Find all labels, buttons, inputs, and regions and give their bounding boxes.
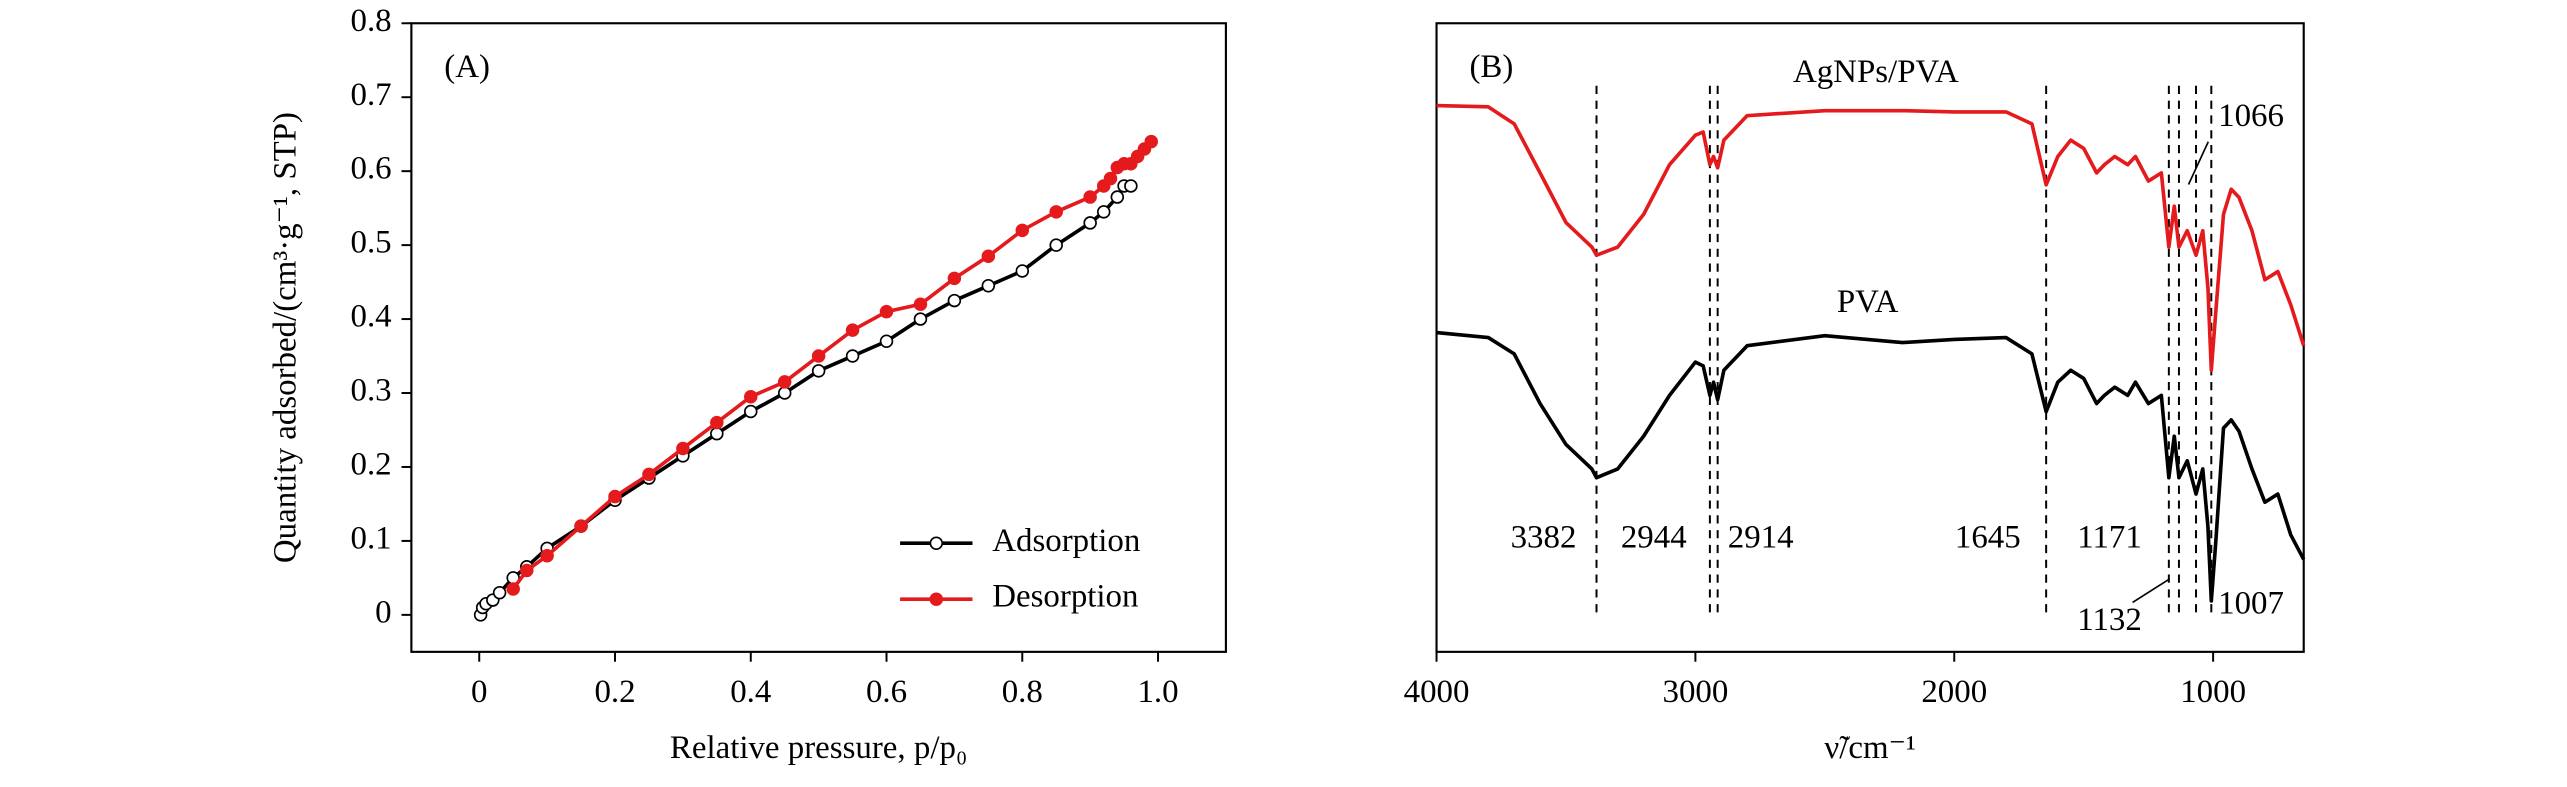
peak-label: 1007 xyxy=(2218,585,2284,621)
series-line xyxy=(1436,330,2306,603)
data-point xyxy=(710,415,724,430)
x-axis-label: Relative pressure, p/p₀ xyxy=(670,730,968,766)
x-tick-label: 2000 xyxy=(1921,674,1987,710)
data-point xyxy=(777,386,792,400)
plot-frame xyxy=(1435,22,2305,653)
data-point xyxy=(879,304,894,319)
data-point xyxy=(845,349,860,363)
peak-label: 2944 xyxy=(1621,519,1687,555)
peak-leader xyxy=(2187,141,2210,185)
data-point xyxy=(1110,160,1125,175)
data-point xyxy=(947,293,962,308)
peak-label: 2914 xyxy=(1728,519,1794,555)
series-line xyxy=(1436,103,2306,373)
data-point xyxy=(1124,179,1138,193)
data-point xyxy=(540,548,554,563)
legend-label: Adsorption xyxy=(992,523,1140,559)
data-point xyxy=(1096,205,1111,219)
y-tick-label: 0.7 xyxy=(350,77,391,113)
data-point xyxy=(1096,179,1111,193)
peak-label: 1171 xyxy=(2077,519,2142,555)
legend-marker xyxy=(929,536,944,550)
series-line xyxy=(478,184,1131,616)
data-point xyxy=(1049,238,1063,252)
data-point xyxy=(913,312,928,326)
data-point xyxy=(811,364,826,378)
data-point xyxy=(710,426,724,441)
data-point xyxy=(1083,216,1097,230)
x-tick-label: 0.6 xyxy=(866,674,907,710)
data-point xyxy=(981,279,996,293)
data-point xyxy=(947,271,962,286)
data-point xyxy=(1015,264,1030,278)
data-point xyxy=(811,349,826,363)
x-axis-label: ν̃/cm⁻¹ xyxy=(1824,730,1915,766)
data-point xyxy=(845,323,860,337)
peak-label: 1645 xyxy=(1955,519,2021,555)
data-point xyxy=(574,519,588,533)
legend-marker xyxy=(929,592,944,606)
y-tick-label: 0.3 xyxy=(350,373,391,409)
data-point xyxy=(777,375,792,389)
data-point xyxy=(744,389,758,404)
x-tick-label: 0.8 xyxy=(1002,674,1043,710)
peak-label: 3382 xyxy=(1511,519,1577,555)
y-tick-label: 0.4 xyxy=(350,299,391,335)
peak-label: 1066 xyxy=(2218,98,2284,134)
data-point xyxy=(506,582,520,596)
x-tick-label: 1.0 xyxy=(1137,674,1178,710)
y-tick-label: 0.6 xyxy=(350,151,391,187)
x-tick-label: 3000 xyxy=(1662,674,1728,710)
x-tick-label: 0.4 xyxy=(730,674,771,710)
data-point xyxy=(981,249,996,263)
data-point xyxy=(1110,190,1125,204)
data-point xyxy=(492,585,507,600)
data-point xyxy=(1015,223,1030,238)
y-axis-label: Quantity adsorbed/(cm³·g⁻¹, STP) xyxy=(268,112,304,563)
peak-label: 1132 xyxy=(2077,602,2142,638)
y-tick-label: 0 xyxy=(375,594,391,630)
x-tick-label: 4000 xyxy=(1404,674,1470,710)
data-point xyxy=(642,467,656,482)
peak-leader xyxy=(2132,578,2170,604)
y-tick-label: 0.8 xyxy=(350,3,391,39)
x-tick-label: 0.2 xyxy=(594,674,635,710)
panel-label: (B) xyxy=(1469,49,1513,85)
data-point xyxy=(1083,190,1097,204)
legend-label: Desorption xyxy=(992,579,1138,615)
panel-label: (A) xyxy=(444,49,490,85)
data-point xyxy=(913,297,928,312)
x-tick-label: 0 xyxy=(471,674,487,710)
data-point xyxy=(676,441,690,456)
data-point xyxy=(608,489,622,504)
y-tick-label: 0.1 xyxy=(350,520,391,556)
data-point xyxy=(879,334,894,348)
y-tick-label: 0.2 xyxy=(350,447,391,483)
x-tick-label: 1000 xyxy=(2180,674,2246,710)
y-tick-label: 0.5 xyxy=(350,225,391,261)
data-point xyxy=(1049,205,1063,219)
series-label: AgNPs/PVA xyxy=(1793,54,1959,90)
series-label: PVA xyxy=(1837,284,1899,320)
data-point xyxy=(520,563,534,578)
data-point xyxy=(744,404,758,419)
plot-frame xyxy=(410,22,1227,653)
